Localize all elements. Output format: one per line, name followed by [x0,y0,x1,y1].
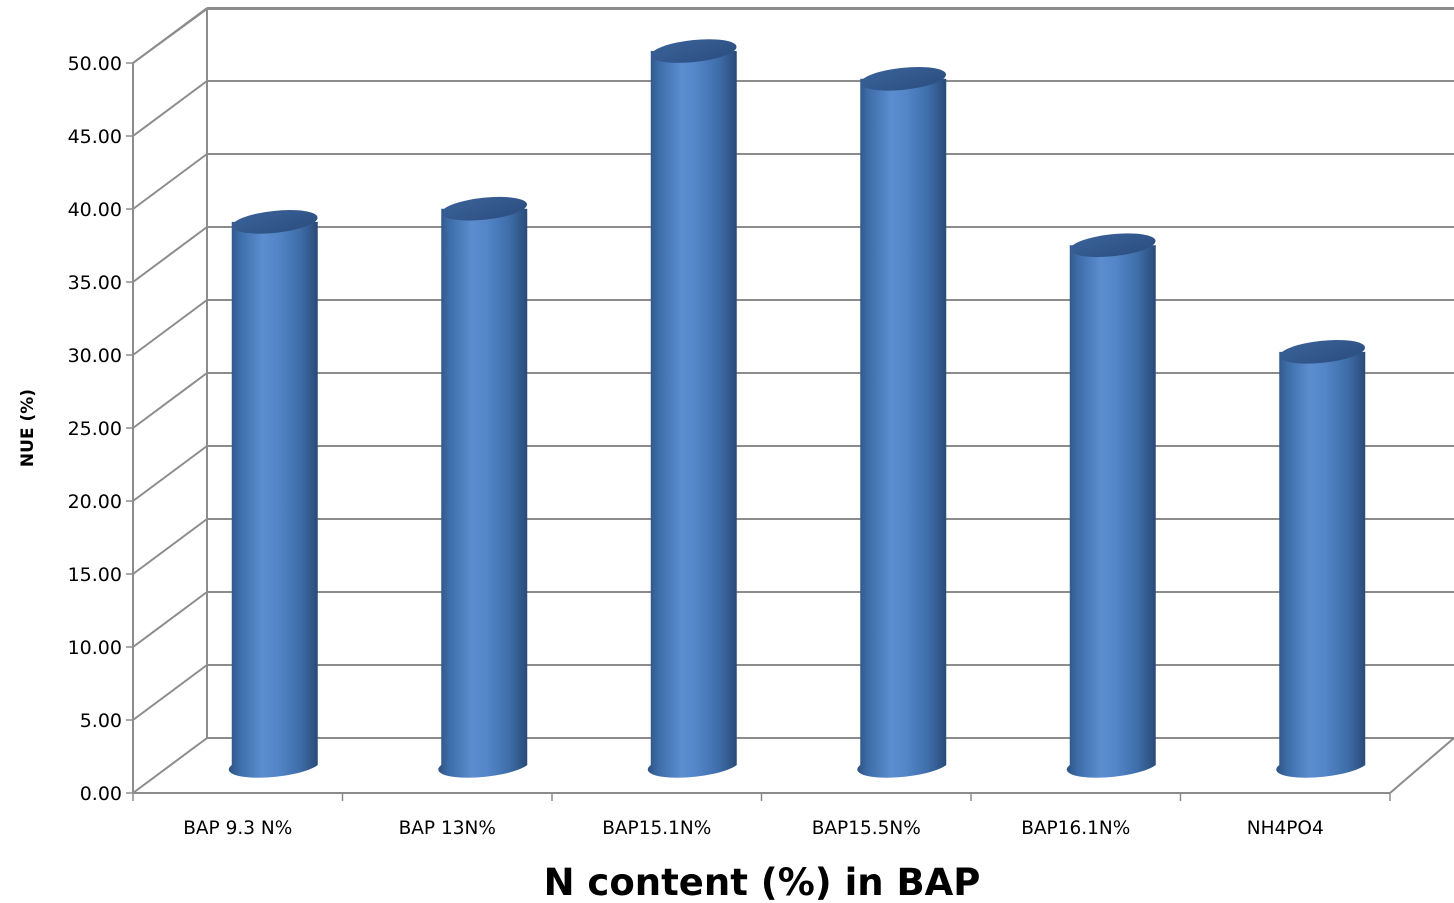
axes [126,62,1391,801]
side-gridline [132,591,208,648]
bar-body [1066,245,1156,778]
x-tick-label: NH4PO4 [1247,818,1324,839]
side-gridline [132,737,208,794]
y-tick-label: 15.00 [68,564,122,586]
y-tick-label: 25.00 [68,418,122,440]
y-tick-label: 35.00 [68,272,122,294]
y-tick-label: 40.00 [68,199,122,221]
labels: 0.00 5.00 10.00 15.00 20.00 25.00 30.00 35.00 40… [68,53,1324,839]
bar-top [650,39,737,63]
bar-top [1069,233,1156,258]
bar-top [1279,339,1366,364]
x-tick-label: BAP15.1N% [602,818,711,839]
bar [1066,233,1156,778]
bar-top [441,196,528,221]
y-tick-label: 10.00 [68,637,122,659]
bar-body [438,208,528,778]
bar-body [647,51,737,778]
bar [438,196,528,778]
bars [228,39,1366,778]
side-gridline [132,664,208,721]
side-gridline [132,226,208,283]
bar [228,210,318,778]
side-gridline [132,372,208,429]
side-gridline [132,518,208,575]
bar [1276,339,1366,778]
bar [647,39,737,778]
bar-body [857,78,947,778]
y-tick-label: 50.00 [68,53,122,75]
side-gridline [132,445,208,502]
x-tick-label: BAP 13N% [399,818,496,839]
y-tick-label: 30.00 [68,345,122,367]
x-tick-label: BAP 9.3 N% [183,818,292,839]
y-axis-title: NUE (%) [18,389,38,467]
bar-body [1276,351,1366,778]
y-tick-label: 20.00 [68,491,122,513]
x-tick-label: BAP16.1N% [1021,818,1130,839]
grid [132,7,1454,794]
floor-right-edge [1389,737,1454,794]
bar-top [860,66,947,91]
x-tick-label: BAP15.5N% [812,818,921,839]
y-tick-label: 0.00 [80,783,122,805]
side-gridline [132,80,208,137]
y-tick-label: 45.00 [68,126,122,148]
bar [857,66,947,778]
bar-body [228,221,318,778]
side-gridline [132,299,208,356]
y-tick-label: 5.00 [80,710,122,732]
side-gridline-top [132,8,208,64]
x-axis-title: N content (%) in BAP [544,861,981,903]
bar-top [231,210,318,234]
side-gridline [132,153,208,210]
